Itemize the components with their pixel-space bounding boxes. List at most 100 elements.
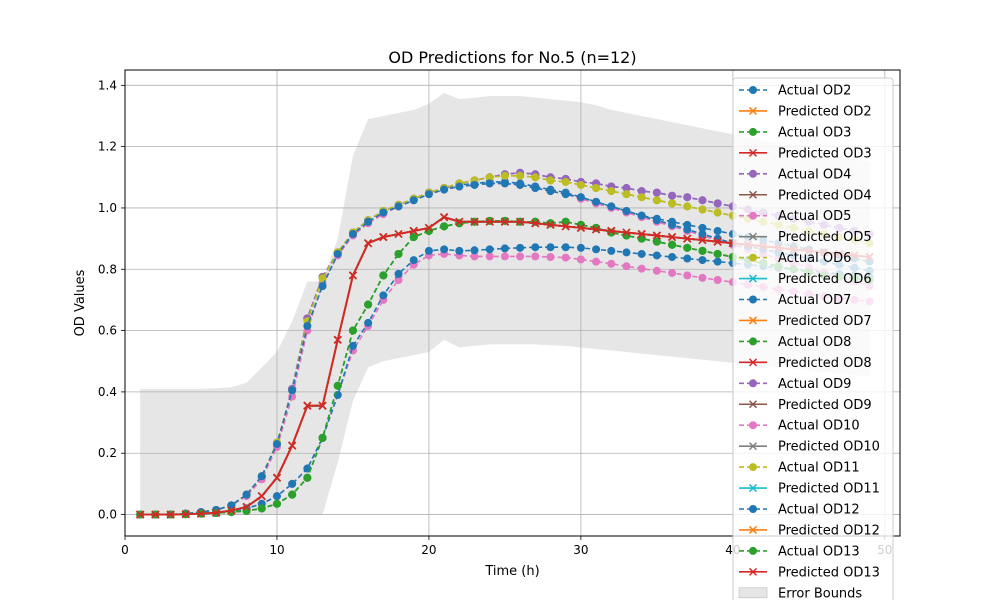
data-point xyxy=(257,472,266,481)
y-tick-label: 0.0 xyxy=(98,508,117,522)
data-point xyxy=(531,243,540,252)
y-tick-label: 0.2 xyxy=(98,446,117,460)
data-point xyxy=(592,184,601,193)
data-point xyxy=(622,190,631,199)
data-point xyxy=(652,188,661,197)
y-tick-label: 1.2 xyxy=(98,140,117,154)
legend-entry: Actual OD11 xyxy=(739,461,860,476)
data-point xyxy=(212,508,221,517)
data-point xyxy=(576,223,585,232)
data-point xyxy=(622,184,631,193)
data-point xyxy=(561,190,570,199)
legend-marker xyxy=(748,106,758,115)
legend-label: Predicted OD2 xyxy=(778,104,872,119)
data-point xyxy=(546,219,555,228)
data-point xyxy=(288,386,297,395)
data-point xyxy=(257,492,266,501)
chart-title: OD Predictions for No.5 (n=12) xyxy=(388,48,636,67)
legend-entry: Predicted OD5 xyxy=(739,230,872,245)
data-point xyxy=(713,226,722,235)
legend-label: Predicted OD12 xyxy=(778,523,880,538)
data-point xyxy=(166,510,175,519)
legend-label: Predicted OD4 xyxy=(778,188,872,203)
data-point xyxy=(348,341,357,350)
data-point xyxy=(592,197,601,206)
data-point xyxy=(683,271,692,280)
data-point xyxy=(637,187,646,196)
data-point xyxy=(622,248,631,257)
data-point xyxy=(242,490,251,499)
legend-marker xyxy=(749,337,757,346)
data-point xyxy=(394,249,403,258)
data-point xyxy=(485,173,494,182)
data-point xyxy=(364,217,373,226)
data-point xyxy=(136,510,145,519)
legend: Actual OD2 Predicted OD2 Actual OD3 Predict… xyxy=(732,77,894,600)
data-point xyxy=(713,276,722,285)
legend-marker xyxy=(748,190,758,199)
data-point xyxy=(288,490,297,499)
data-point xyxy=(698,205,707,214)
data-point xyxy=(394,229,403,239)
data-point xyxy=(668,220,677,229)
legend-label: Actual OD13 xyxy=(778,544,860,559)
data-point xyxy=(698,196,707,205)
data-point xyxy=(470,217,479,226)
legend-entry: Actual OD5 xyxy=(739,209,851,224)
legend-label: Predicted OD7 xyxy=(778,314,872,329)
data-point xyxy=(607,202,616,211)
legend-marker xyxy=(749,505,757,513)
data-point xyxy=(333,249,342,258)
data-point xyxy=(622,262,631,271)
x-tick-label: 30 xyxy=(573,543,588,557)
axis-ticks: 010203040500.00.20.40.60.81.01.21.4 xyxy=(98,78,893,557)
data-point xyxy=(379,233,388,242)
data-point xyxy=(409,196,418,205)
data-point xyxy=(561,177,570,186)
y-tick-label: 0.6 xyxy=(98,324,117,338)
legend-marker xyxy=(749,253,757,262)
legend-marker xyxy=(748,484,758,493)
legend-swatch xyxy=(738,587,768,599)
data-point xyxy=(683,202,692,211)
legend-entry: Predicted OD9 xyxy=(739,398,872,413)
data-point xyxy=(272,499,281,508)
data-point xyxy=(713,208,722,217)
data-point xyxy=(546,243,555,252)
legend-entry: Actual OD10 xyxy=(739,419,860,434)
legend-marker xyxy=(749,463,757,472)
x-tick-label: 20 xyxy=(421,543,436,557)
legend-label: Predicted OD8 xyxy=(778,356,872,371)
data-point xyxy=(637,193,646,202)
legend-marker xyxy=(748,148,758,157)
data-point xyxy=(622,207,631,216)
legend-entry: Actual OD9 xyxy=(739,377,851,392)
legend-label: Actual OD5 xyxy=(778,209,851,224)
data-point xyxy=(652,196,661,205)
data-point xyxy=(713,249,722,258)
legend-marker xyxy=(748,567,758,576)
data-point xyxy=(607,187,616,196)
data-point xyxy=(500,171,509,180)
legend-marker xyxy=(748,358,758,367)
legend-label: Actual OD8 xyxy=(778,335,851,350)
data-point xyxy=(379,271,388,280)
data-point xyxy=(440,185,449,194)
data-point xyxy=(516,171,525,180)
data-point xyxy=(531,252,540,261)
data-point xyxy=(561,253,570,262)
data-point xyxy=(196,509,206,518)
y-axis-label: OD Values xyxy=(73,269,88,336)
data-point xyxy=(713,257,722,266)
legend-entry: Predicted OD10 xyxy=(739,440,880,455)
data-point xyxy=(637,229,646,239)
data-point xyxy=(500,252,509,261)
legend-entry: Actual OD2 xyxy=(739,84,851,99)
data-point xyxy=(652,216,661,225)
data-point xyxy=(272,440,281,449)
x-axis-label: Time (h) xyxy=(484,564,539,579)
data-point xyxy=(592,223,601,232)
data-point xyxy=(440,245,449,254)
